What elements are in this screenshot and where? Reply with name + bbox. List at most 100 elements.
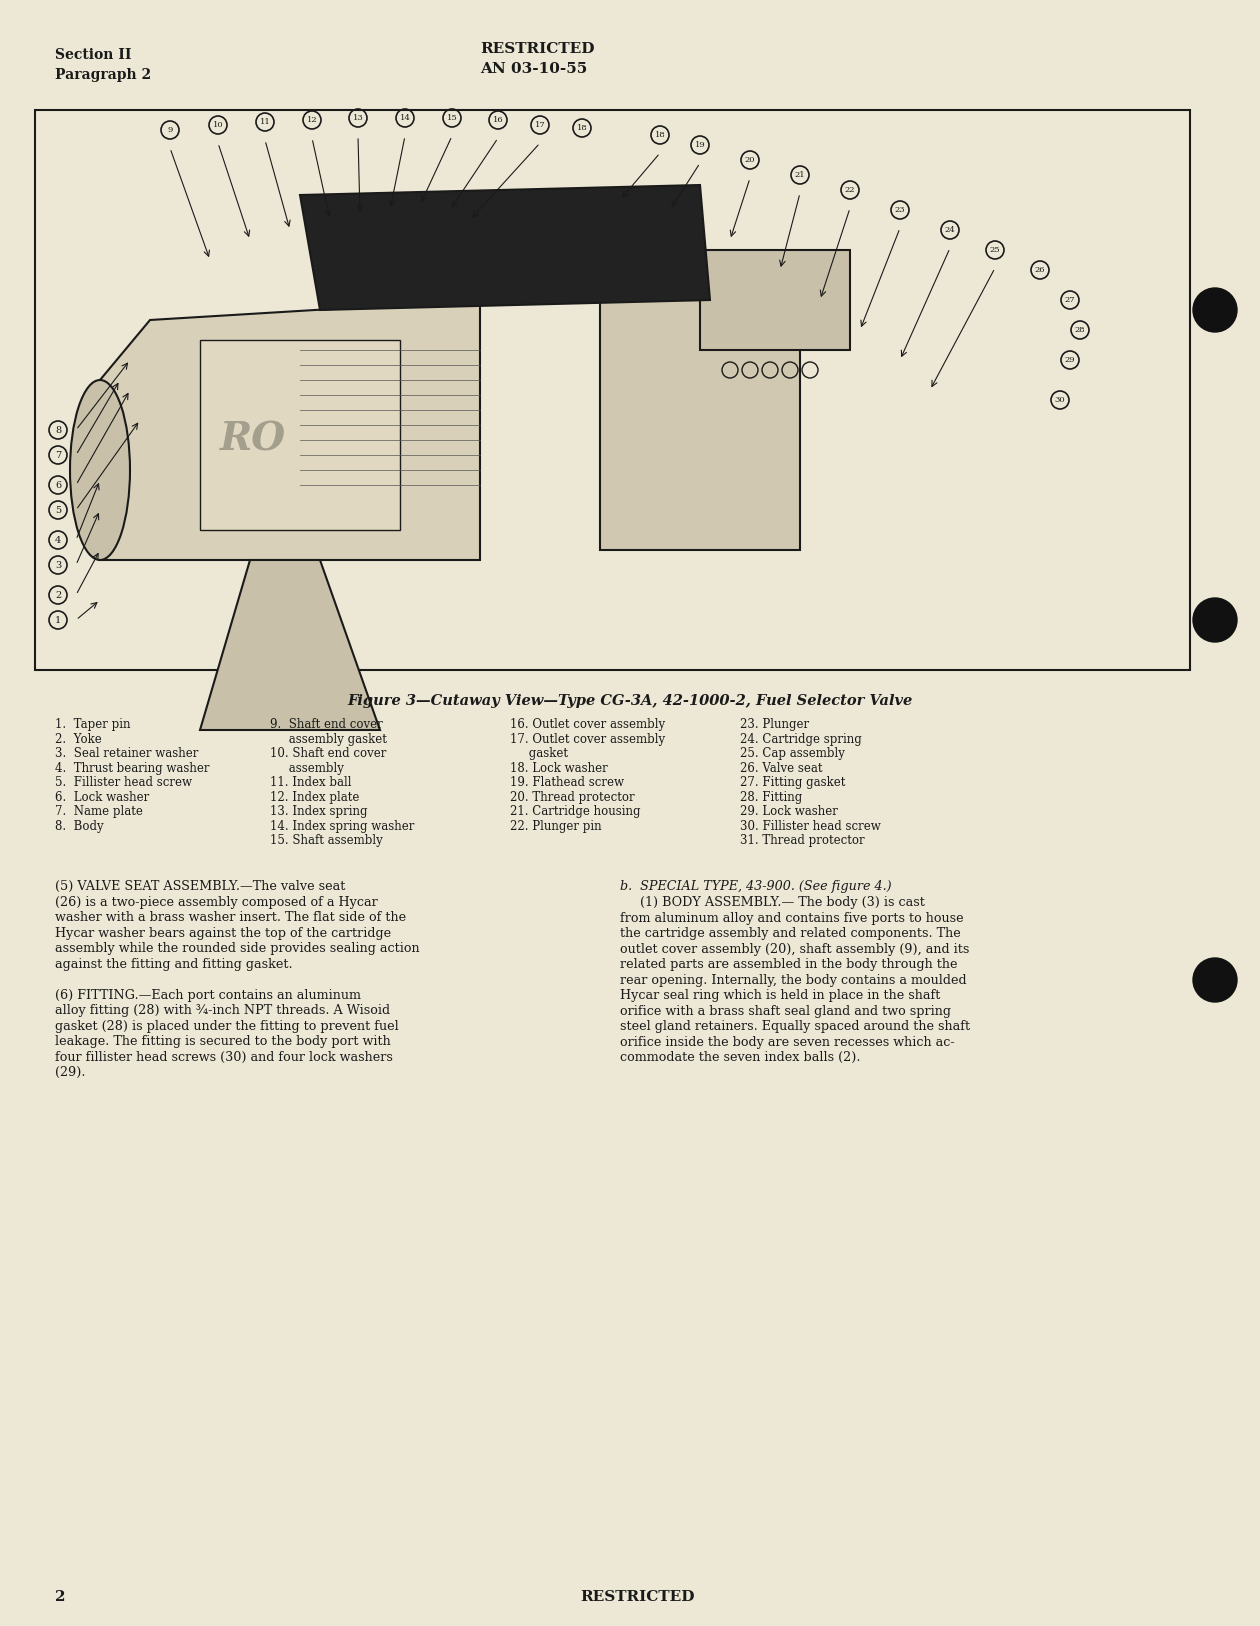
Text: 24. Cartridge spring: 24. Cartridge spring: [740, 732, 862, 745]
Text: 16: 16: [493, 115, 503, 124]
Text: 29. Lock washer: 29. Lock washer: [740, 805, 838, 818]
Text: 6: 6: [55, 481, 60, 489]
Text: 11. Index ball: 11. Index ball: [270, 776, 352, 789]
Text: AN 03-10-55: AN 03-10-55: [480, 62, 587, 76]
Text: 9: 9: [168, 125, 173, 133]
Text: 13. Index spring: 13. Index spring: [270, 805, 368, 818]
Text: 22: 22: [844, 185, 856, 193]
Text: 12: 12: [306, 115, 318, 124]
Text: washer with a brass washer insert. The flat side of the: washer with a brass washer insert. The f…: [55, 911, 406, 924]
Polygon shape: [200, 559, 381, 730]
Text: 11: 11: [260, 119, 271, 125]
Text: (6) FITTING.—Each port contains an aluminum: (6) FITTING.—Each port contains an alumi…: [55, 989, 362, 1002]
Text: 21. Cartridge housing: 21. Cartridge housing: [510, 805, 640, 818]
Text: 20. Thread protector: 20. Thread protector: [510, 790, 635, 803]
Text: commodate the seven index balls (2).: commodate the seven index balls (2).: [620, 1050, 861, 1063]
Circle shape: [1193, 598, 1237, 642]
Text: 26: 26: [1034, 267, 1046, 275]
Polygon shape: [300, 185, 709, 311]
Text: assembly gasket: assembly gasket: [270, 732, 387, 745]
Text: 19: 19: [694, 141, 706, 150]
Text: 28. Fitting: 28. Fitting: [740, 790, 803, 803]
Polygon shape: [100, 301, 480, 559]
Text: four fillister head screws (30) and four lock washers: four fillister head screws (30) and four…: [55, 1050, 393, 1063]
Text: 13: 13: [353, 114, 363, 122]
Ellipse shape: [71, 380, 130, 559]
Text: 2.  Yoke: 2. Yoke: [55, 732, 102, 745]
Text: 30. Fillister head screw: 30. Fillister head screw: [740, 820, 881, 833]
Text: (29).: (29).: [55, 1067, 86, 1080]
Text: RESTRICTED: RESTRICTED: [580, 1590, 694, 1603]
Text: 4.  Thrust bearing washer: 4. Thrust bearing washer: [55, 761, 209, 774]
Text: 23. Plunger: 23. Plunger: [740, 719, 809, 732]
Text: (5) VALVE SEAT ASSEMBLY.—The valve seat: (5) VALVE SEAT ASSEMBLY.—The valve seat: [55, 880, 345, 893]
Text: 12. Index plate: 12. Index plate: [270, 790, 359, 803]
Text: 10. Shaft end cover: 10. Shaft end cover: [270, 746, 387, 759]
Text: 27. Fitting gasket: 27. Fitting gasket: [740, 776, 845, 789]
Text: 30: 30: [1055, 397, 1065, 403]
Text: 29: 29: [1065, 356, 1075, 364]
Text: (26) is a two-piece assembly composed of a Hycar: (26) is a two-piece assembly composed of…: [55, 896, 378, 909]
Text: 25: 25: [989, 246, 1000, 254]
Text: 2: 2: [55, 1590, 66, 1603]
Text: 2: 2: [55, 590, 62, 600]
Text: 3.  Seal retainer washer: 3. Seal retainer washer: [55, 746, 198, 759]
Text: 17. Outlet cover assembly: 17. Outlet cover assembly: [510, 732, 665, 745]
Text: 7: 7: [55, 450, 62, 460]
Text: assembly: assembly: [270, 761, 344, 774]
Text: 4: 4: [55, 535, 62, 545]
Text: the cartridge assembly and related components. The: the cartridge assembly and related compo…: [620, 927, 960, 940]
Text: gasket: gasket: [510, 746, 568, 759]
Text: 14: 14: [399, 114, 411, 122]
Text: Section II: Section II: [55, 49, 131, 62]
Circle shape: [1193, 958, 1237, 1002]
Text: alloy fitting (28) with ¾-inch NPT threads. A Wisoid: alloy fitting (28) with ¾-inch NPT threa…: [55, 1003, 391, 1016]
Text: gasket (28) is placed under the fitting to prevent fuel: gasket (28) is placed under the fitting …: [55, 1020, 398, 1033]
Text: 19. Flathead screw: 19. Flathead screw: [510, 776, 624, 789]
Text: orifice inside the body are seven recesses which ac-: orifice inside the body are seven recess…: [620, 1036, 955, 1049]
Text: 9.  Shaft end cover: 9. Shaft end cover: [270, 719, 383, 732]
Text: 1: 1: [55, 616, 62, 624]
Text: 8: 8: [55, 426, 60, 434]
Text: 21: 21: [795, 171, 805, 179]
Text: 25. Cap assembly: 25. Cap assembly: [740, 746, 845, 759]
Text: 5.  Fillister head screw: 5. Fillister head screw: [55, 776, 192, 789]
Bar: [701, 250, 850, 350]
Text: Figure 3—Cutaway View—Type CG-3A, 42-1000-2, Fuel Selector Valve: Figure 3—Cutaway View—Type CG-3A, 42-100…: [348, 694, 912, 707]
Text: RO: RO: [220, 420, 286, 459]
Text: 15. Shaft assembly: 15. Shaft assembly: [270, 834, 383, 847]
Text: 14. Index spring washer: 14. Index spring washer: [270, 820, 415, 833]
Text: 1.  Taper pin: 1. Taper pin: [55, 719, 131, 732]
Text: 24: 24: [945, 226, 955, 234]
Bar: [600, 301, 800, 550]
Bar: [35, 111, 1189, 670]
Text: from aluminum alloy and contains five ports to house: from aluminum alloy and contains five po…: [620, 912, 964, 925]
Text: 6.  Lock washer: 6. Lock washer: [55, 790, 149, 803]
Text: Hycar seal ring which is held in place in the shaft: Hycar seal ring which is held in place i…: [620, 989, 940, 1002]
Text: 18: 18: [655, 132, 665, 138]
Text: assembly while the rounded side provides sealing action: assembly while the rounded side provides…: [55, 941, 420, 954]
Text: leakage. The fitting is secured to the body port with: leakage. The fitting is secured to the b…: [55, 1036, 391, 1049]
Text: Hycar washer bears against the top of the cartridge: Hycar washer bears against the top of th…: [55, 927, 391, 940]
Text: 22. Plunger pin: 22. Plunger pin: [510, 820, 601, 833]
Text: 18: 18: [577, 124, 587, 132]
Text: 3: 3: [55, 561, 62, 569]
Text: RESTRICTED: RESTRICTED: [480, 42, 595, 55]
Text: 23: 23: [895, 207, 906, 215]
Text: (1) BODY ASSEMBLY.— The body (3) is cast: (1) BODY ASSEMBLY.— The body (3) is cast: [620, 896, 925, 909]
Text: Paragraph 2: Paragraph 2: [55, 68, 151, 81]
Circle shape: [1193, 288, 1237, 332]
Text: against the fitting and fitting gasket.: against the fitting and fitting gasket.: [55, 958, 292, 971]
Text: steel gland retainers. Equally spaced around the shaft: steel gland retainers. Equally spaced ar…: [620, 1020, 970, 1033]
Text: 26. Valve seat: 26. Valve seat: [740, 761, 823, 774]
Text: 20: 20: [745, 156, 755, 164]
Text: 10: 10: [213, 120, 223, 128]
Text: 18. Lock washer: 18. Lock washer: [510, 761, 607, 774]
Text: orifice with a brass shaft seal gland and two spring: orifice with a brass shaft seal gland an…: [620, 1005, 951, 1018]
Text: 7.  Name plate: 7. Name plate: [55, 805, 142, 818]
Text: b.  SPECIAL TYPE, 43-900. (See figure 4.): b. SPECIAL TYPE, 43-900. (See figure 4.): [620, 880, 892, 893]
Bar: [200, 340, 399, 530]
Text: 31. Thread protector: 31. Thread protector: [740, 834, 864, 847]
Text: 16. Outlet cover assembly: 16. Outlet cover assembly: [510, 719, 665, 732]
Text: 15: 15: [446, 114, 457, 122]
